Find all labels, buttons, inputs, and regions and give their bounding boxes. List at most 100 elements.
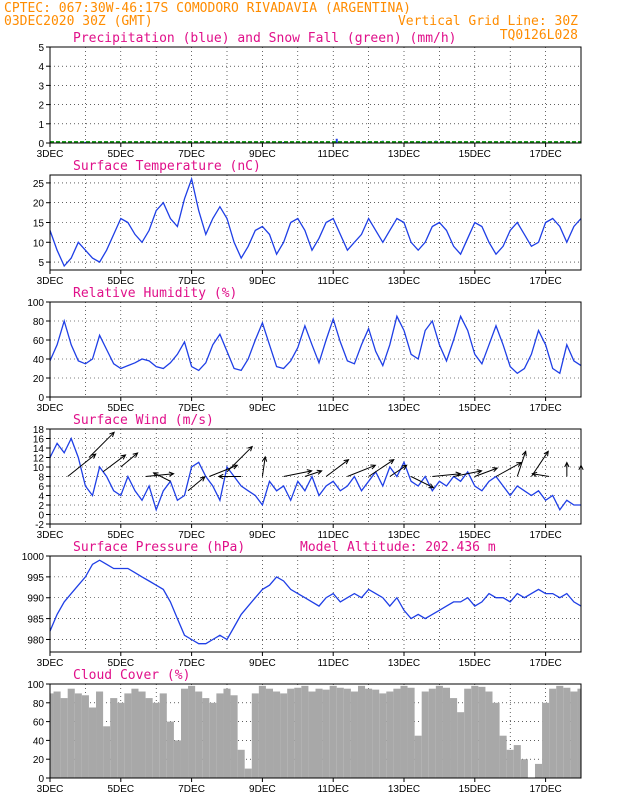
cloud-bar (520, 759, 528, 778)
y-tick-label: 2 (38, 501, 44, 512)
cloud-bar (577, 688, 581, 778)
x-tick-label: 11DEC (317, 149, 349, 160)
wind-vector (226, 446, 253, 473)
cloud-bar (124, 693, 132, 778)
wind-vector (410, 476, 434, 489)
wind-title: Surface Wind (m/s) (73, 413, 214, 428)
cloud-bar (393, 688, 401, 778)
header-model-code: TQ0126L028 (500, 28, 578, 43)
y-tick-label: 14 (33, 444, 45, 455)
cloud-bar (450, 698, 458, 778)
cloud-bar (280, 693, 288, 778)
y-tick-label: -2 (35, 520, 44, 531)
wind-vector (145, 473, 174, 477)
wind-vector-head (168, 471, 175, 477)
precip-bar (420, 141, 423, 143)
wind-vector-head (492, 467, 499, 473)
cloud-bar (322, 689, 330, 778)
y-tick-label: 6 (38, 482, 44, 493)
x-tick-label: 17DEC (529, 403, 561, 414)
cloud-bar (96, 691, 104, 778)
cloud-bar (414, 735, 422, 778)
precip-panel: 0 1 2 3 4 5 3DEC 5DEC 7DEC 9DEC 11DEC 13DEC 15DEC 17D… (37, 31, 582, 160)
wind-vector-head (109, 431, 115, 438)
cloud-bar (230, 695, 238, 778)
wind-vector (453, 470, 482, 477)
x-tick-label: 13DEC (388, 149, 420, 160)
wind-vector (432, 473, 461, 477)
cloud-bar (485, 691, 493, 778)
x-tick-label: 3DEC (37, 149, 64, 160)
cloud-bar (50, 693, 54, 778)
y-tick-label: 1000 (22, 552, 45, 563)
y-tick-label: 8 (38, 473, 44, 484)
wind-vector (209, 464, 238, 477)
wind-vector-head (217, 473, 224, 480)
cloud-bar (336, 687, 344, 778)
cloud-bar (457, 712, 465, 778)
wind-vector (102, 454, 126, 473)
cloud-bar (400, 685, 408, 778)
cloud-bar (74, 693, 82, 778)
x-tick-label: 7DEC (178, 403, 205, 414)
wind-vector (347, 464, 376, 477)
x-tick-label: 3DEC (37, 658, 64, 669)
x-tick-label: 9DEC (249, 530, 276, 541)
x-tick-label: 3DEC (37, 276, 64, 287)
wind-vector-head (132, 452, 139, 458)
wind-vector (495, 462, 522, 477)
y-tick-label: 40 (33, 355, 45, 366)
wind-vector (389, 464, 407, 477)
cloud-bar (81, 695, 89, 778)
cloud-panel: 0 20 40 60 80 100 3DEC 5DEC 7DEC 9DEC 11DEC 13DEC 15… (27, 668, 582, 795)
cloud-bar (506, 749, 514, 778)
y-tick-label: 990 (27, 594, 44, 605)
wind-series-line (49, 436, 581, 512)
cloud-bar (478, 686, 486, 778)
x-tick-label: 15DEC (459, 149, 491, 160)
x-tick-label: 9DEC (249, 403, 276, 414)
x-tick-label: 5DEC (107, 530, 134, 541)
humidity-series-line (49, 314, 582, 375)
y-tick-label: 80 (33, 699, 45, 710)
wind-vector (187, 476, 206, 492)
x-tick-label: 17DEC (529, 276, 561, 287)
cloud-bar (499, 735, 507, 778)
cloud-bar (534, 763, 543, 778)
cloud-bar (407, 687, 415, 778)
y-tick-label: 0 (38, 774, 44, 785)
precip-title: Precipitation (blue) and Snow Fall (gree… (73, 31, 457, 46)
cloud-bar (513, 745, 521, 778)
plot-frame (49, 555, 582, 653)
x-tick-label: 5DEC (107, 149, 134, 160)
y-tick-label: 5 (38, 43, 44, 54)
cloud-bar (138, 691, 146, 778)
cloud-bar (209, 702, 217, 778)
cloud-bar (294, 687, 302, 778)
cloud-bar (117, 702, 125, 778)
wind-vector-head (543, 450, 549, 457)
y-tick-label: 995 (27, 573, 44, 584)
temperature-panel: 5 10 15 20 25 3DEC 5DEC 7DEC 9DEC 11DEC 13DEC 15DEC… (33, 159, 582, 287)
pressure-panel: 980 985 990 995 1000 3DEC 5DEC 7DEC 9DEC 11DEC 13D… (22, 540, 582, 669)
x-tick-label: 5DEC (107, 784, 134, 795)
x-tick-label: 13DEC (388, 658, 420, 669)
cloud-bar (103, 726, 111, 778)
cloud-bar (88, 707, 97, 778)
x-tick-label: 7DEC (178, 276, 205, 287)
wind-vector (153, 472, 171, 482)
wind-vector-head (316, 469, 323, 475)
cloud-bar (273, 691, 281, 778)
cloud-bar (549, 688, 557, 778)
wind-vector-head (388, 459, 395, 465)
x-tick-label: 17DEC (529, 149, 561, 160)
x-tick-label: 5DEC (107, 658, 134, 669)
y-tick-label: 80 (33, 317, 45, 328)
y-tick-label: 12 (33, 454, 45, 465)
y-tick-label: 980 (27, 635, 44, 646)
y-tick-label: 4 (38, 492, 44, 503)
plot-frame (49, 301, 582, 398)
cloud-bar (265, 688, 274, 778)
cloud-bar (357, 685, 366, 778)
